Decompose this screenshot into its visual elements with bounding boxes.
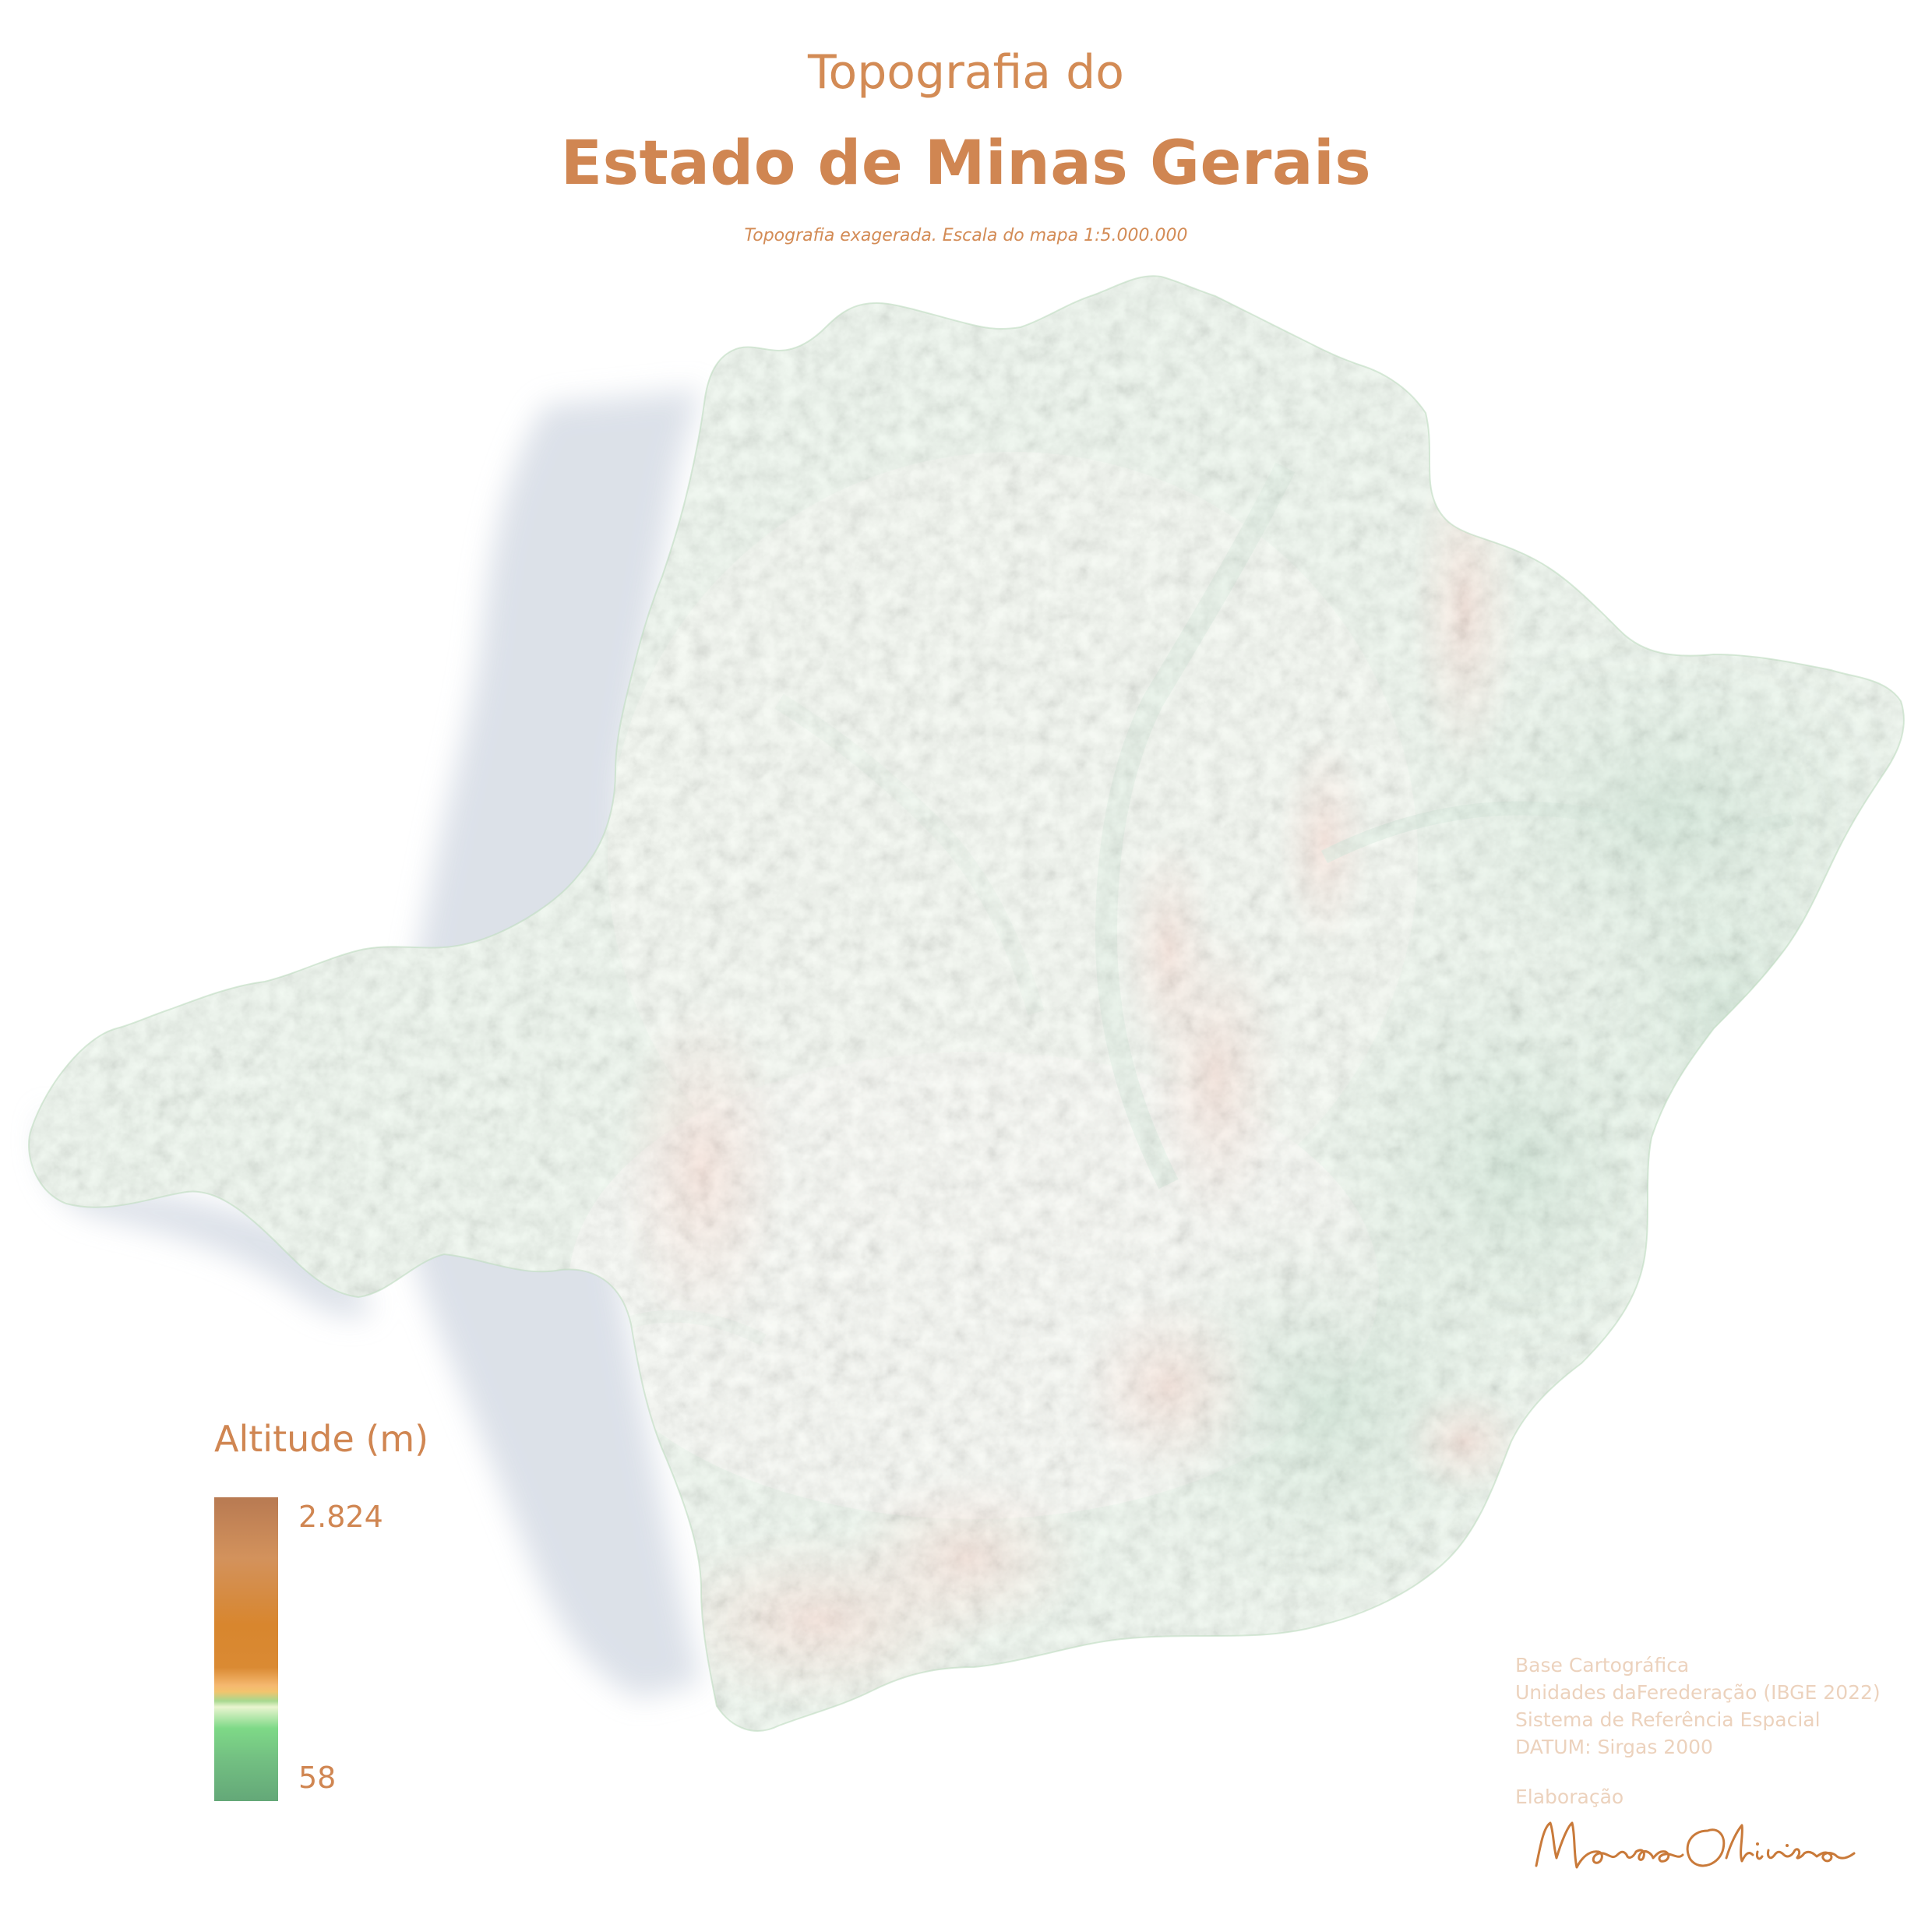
author-signature — [1535, 1821, 1856, 1869]
legend-title: Altitude (m) — [214, 1418, 429, 1460]
legend-min-label: 58 — [298, 1761, 337, 1795]
credits-line: Unidades daFerederação (IBGE 2022) — [1515, 1681, 1881, 1704]
elaboration-label: Elaboração — [1515, 1786, 1624, 1808]
map-title-main: Estado de Minas Gerais — [560, 129, 1372, 199]
credits-line: Sistema de Referência Espacial — [1515, 1708, 1821, 1731]
legend-color-ramp — [214, 1497, 278, 1801]
credits-line: DATUM: Sirgas 2000 — [1515, 1736, 1713, 1758]
map-title-top: Topografia do — [808, 45, 1124, 100]
credits-block: Base Cartográfica Unidades daFerederação… — [1515, 1652, 1881, 1761]
credits-line: Base Cartográfica — [1515, 1654, 1690, 1676]
legend-max-label: 2.824 — [298, 1500, 383, 1534]
map-subtitle: Topografia exagerada. Escala do mapa 1:5… — [744, 226, 1188, 245]
